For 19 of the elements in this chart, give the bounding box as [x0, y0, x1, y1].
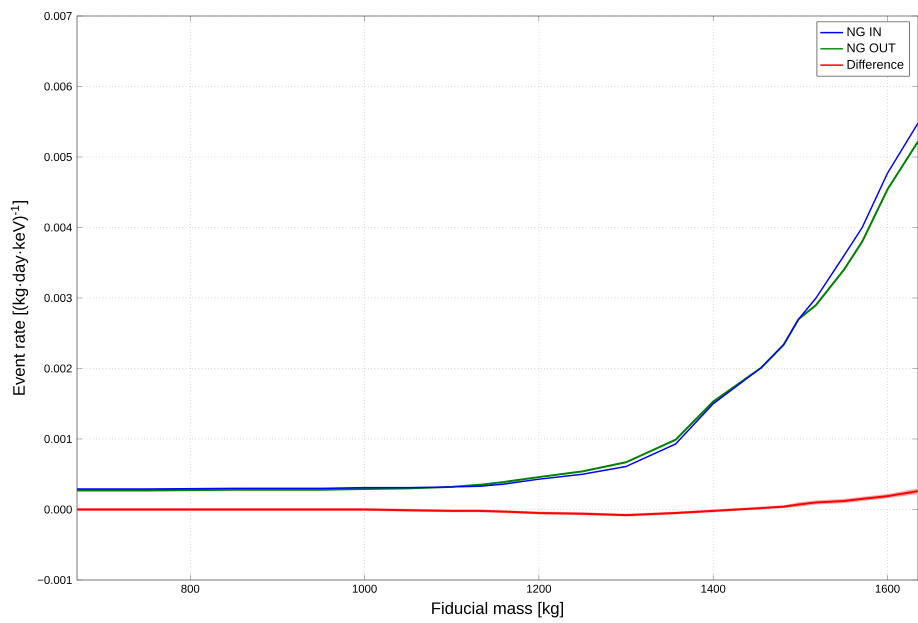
y-tick-label: 0.000 [44, 505, 72, 514]
legend-label: Difference [848, 60, 904, 69]
y-tick-label: 0.005 [44, 152, 72, 161]
x-tick-label: 1000 [352, 584, 377, 593]
x-axis-title: Fiducial mass [kg] [432, 602, 563, 618]
y-axis-title: Event rate [(kg·day·keV)$^{-1}$] [10, 201, 28, 395]
y-tick-label: 0.007 [44, 12, 72, 20]
y-tick-label: 0.004 [44, 223, 72, 232]
y-tick-label: 0.006 [44, 82, 72, 90]
x-tick-label: 800 [181, 584, 200, 593]
y-tick-label: 0.001 [44, 434, 72, 443]
x-tick-label: 1600 [876, 584, 900, 593]
legend-label: NG OUT [848, 43, 896, 52]
y-tick-label: 0.003 [44, 294, 72, 302]
legend-label: NG IN [848, 27, 881, 36]
x-tick-label: 1200 [527, 584, 552, 593]
y-tick-label: −0.001 [38, 576, 72, 584]
y-tick-label: 0.002 [44, 364, 72, 372]
x-tick-label: 1400 [701, 584, 726, 593]
